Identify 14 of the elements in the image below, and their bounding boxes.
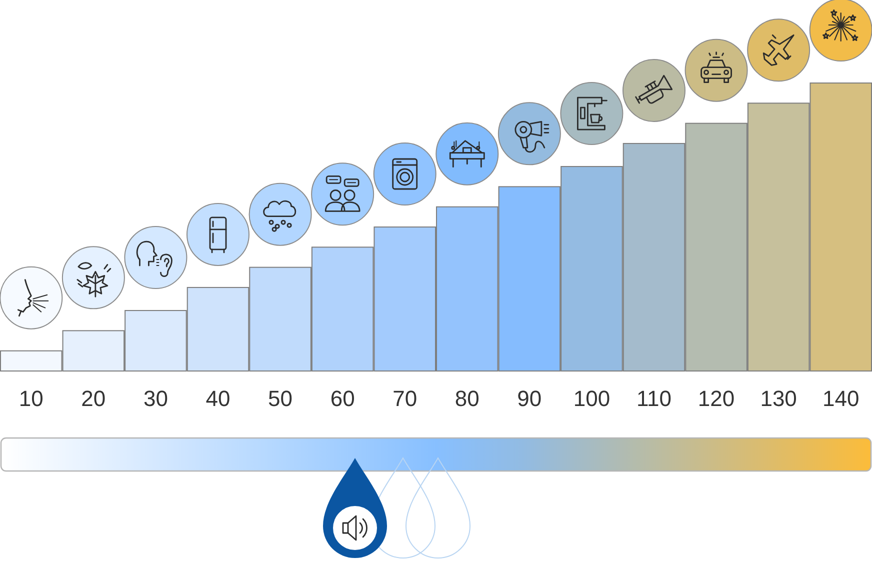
x-tick-label: 20: [81, 386, 106, 411]
x-tick-label: 90: [517, 386, 542, 411]
x-tick-label: 50: [268, 386, 293, 411]
x-tick-label: 140: [822, 386, 860, 411]
x-tick-label: 110: [636, 386, 672, 411]
x-tick-label: 30: [143, 386, 168, 411]
x-tick-label: 60: [330, 386, 355, 411]
x-tick-label: 120: [698, 386, 735, 411]
x-tick-label: 70: [392, 386, 418, 411]
x-tick-label: 10: [18, 386, 44, 411]
x-tick-label: 100: [573, 386, 610, 411]
x-tick-label: 40: [206, 386, 230, 411]
x-tick-label: 80: [454, 386, 480, 411]
x-tick-label: 130: [760, 386, 797, 411]
